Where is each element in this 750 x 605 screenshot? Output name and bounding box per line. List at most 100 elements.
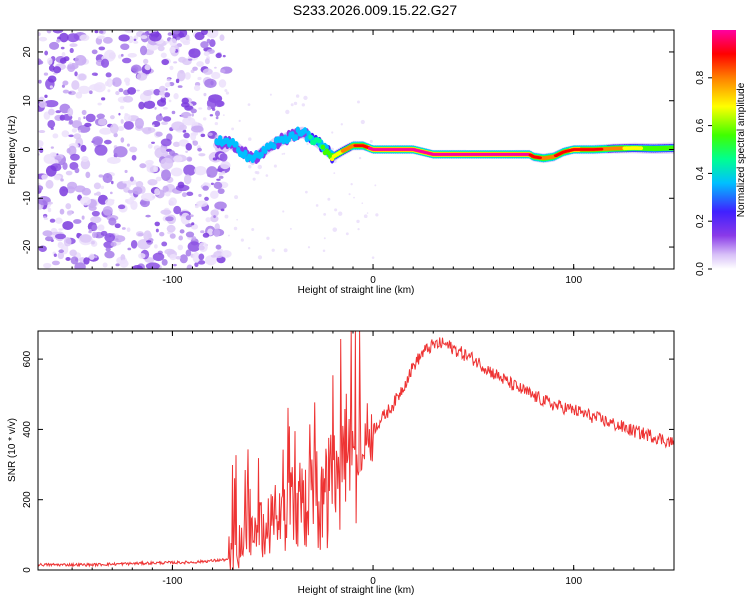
noise-blob bbox=[61, 52, 66, 57]
noise-blob bbox=[207, 228, 214, 236]
noise-blob bbox=[198, 245, 205, 251]
snr-frame bbox=[37, 330, 675, 571]
noise-blob bbox=[84, 122, 92, 128]
noise-blob bbox=[120, 254, 126, 262]
noise-blob bbox=[67, 107, 74, 117]
snr-y-tick-label: 400 bbox=[22, 421, 33, 438]
noise-blob bbox=[51, 260, 60, 266]
noise-blob bbox=[204, 78, 217, 89]
noise-blob bbox=[204, 196, 209, 201]
noise-blob bbox=[45, 179, 54, 189]
noise-blob bbox=[68, 145, 77, 156]
noise-blob bbox=[160, 157, 174, 170]
noise-blob bbox=[43, 262, 52, 269]
noise-blob bbox=[73, 219, 82, 224]
noise-blob bbox=[185, 249, 192, 257]
noise-blob bbox=[127, 87, 137, 95]
noise-blob bbox=[168, 197, 177, 206]
colorbar: 0.0 0.2 0.4 0.6 0.8 Normalized spectral ampl… bbox=[695, 30, 747, 276]
noise-speck bbox=[366, 212, 369, 214]
noise-speck bbox=[361, 202, 364, 205]
spectrogram-y-tick-label: -10 bbox=[22, 191, 33, 206]
noise-blob bbox=[41, 174, 48, 180]
noise-blob bbox=[120, 43, 130, 51]
noise-blob bbox=[52, 30, 64, 34]
noise-speck bbox=[357, 100, 360, 104]
noise-blob bbox=[127, 52, 137, 58]
noise-blob bbox=[68, 119, 73, 125]
noise-blob bbox=[159, 91, 166, 96]
noise-blob bbox=[185, 150, 188, 153]
noise-blob bbox=[97, 224, 105, 232]
noise-blob bbox=[138, 101, 145, 110]
noise-blob bbox=[62, 188, 66, 192]
snr-x-tick-label: 0 bbox=[370, 576, 376, 587]
noise-blob bbox=[126, 227, 131, 233]
noise-blob bbox=[185, 34, 190, 41]
noise-blob bbox=[143, 89, 153, 97]
snr-y-label: SNR (10 * v/v) bbox=[7, 418, 18, 482]
noise-blob bbox=[197, 260, 206, 265]
noise-blob bbox=[190, 108, 197, 114]
spectrogram-y-label: Frequency (Hz) bbox=[7, 116, 18, 185]
colorbar-tick-label: 0.2 bbox=[695, 214, 706, 228]
noise-speck bbox=[257, 255, 263, 260]
noise-blob bbox=[183, 174, 192, 185]
noise-blob bbox=[118, 88, 124, 93]
noise-blob bbox=[66, 181, 78, 190]
noise-blob bbox=[97, 102, 102, 106]
noise-blob bbox=[73, 133, 82, 140]
noise-blob bbox=[214, 201, 227, 210]
noise-blob bbox=[68, 134, 74, 138]
noise-blob bbox=[177, 69, 186, 82]
noise-blob bbox=[103, 139, 112, 145]
noise-blob bbox=[163, 92, 171, 98]
noise-blob bbox=[194, 32, 205, 41]
noise-blob bbox=[172, 30, 181, 35]
noise-blob bbox=[177, 181, 185, 189]
noise-blob bbox=[121, 227, 126, 230]
noise-blob bbox=[127, 189, 133, 194]
noise-blob bbox=[113, 146, 128, 158]
noise-speck bbox=[285, 109, 290, 115]
noise-blob bbox=[91, 72, 98, 76]
noise-blob bbox=[52, 133, 59, 139]
track-band-segment bbox=[537, 156, 542, 160]
noise-blob bbox=[118, 34, 130, 42]
noise-blob bbox=[214, 66, 217, 69]
noise-blob bbox=[203, 51, 210, 57]
noise-blob bbox=[65, 203, 72, 210]
colorbar-tick-label: 0.0 bbox=[695, 262, 706, 276]
noise-blob bbox=[102, 172, 113, 184]
noise-blob bbox=[168, 99, 172, 103]
noise-blob bbox=[129, 146, 138, 153]
noise-blob bbox=[209, 114, 214, 117]
noise-speck bbox=[322, 249, 326, 253]
noise-blob bbox=[70, 153, 80, 161]
noise-blob bbox=[210, 215, 219, 223]
noise-blob bbox=[177, 244, 184, 251]
noise-blob bbox=[146, 164, 157, 173]
noise-speck bbox=[248, 137, 252, 141]
noise-blob bbox=[89, 84, 103, 91]
noise-blob bbox=[88, 253, 95, 260]
noise-speck bbox=[266, 236, 270, 240]
noise-speck bbox=[251, 227, 255, 231]
noise-blob bbox=[50, 146, 54, 149]
noise-speck bbox=[234, 195, 239, 200]
noise-speck bbox=[327, 197, 331, 201]
noise-blob bbox=[162, 116, 172, 122]
noise-blob bbox=[221, 250, 232, 258]
noise-blob bbox=[162, 106, 168, 110]
colorbar-tick-label: 0.4 bbox=[695, 166, 706, 180]
noise-speck bbox=[301, 103, 305, 107]
noise-blob bbox=[154, 221, 160, 227]
noise-blob bbox=[97, 118, 107, 126]
noise-speck bbox=[315, 204, 319, 207]
noise-blob bbox=[143, 100, 156, 109]
noise-speck bbox=[348, 193, 351, 196]
noise-blob bbox=[112, 235, 126, 243]
noise-blob bbox=[113, 132, 118, 138]
